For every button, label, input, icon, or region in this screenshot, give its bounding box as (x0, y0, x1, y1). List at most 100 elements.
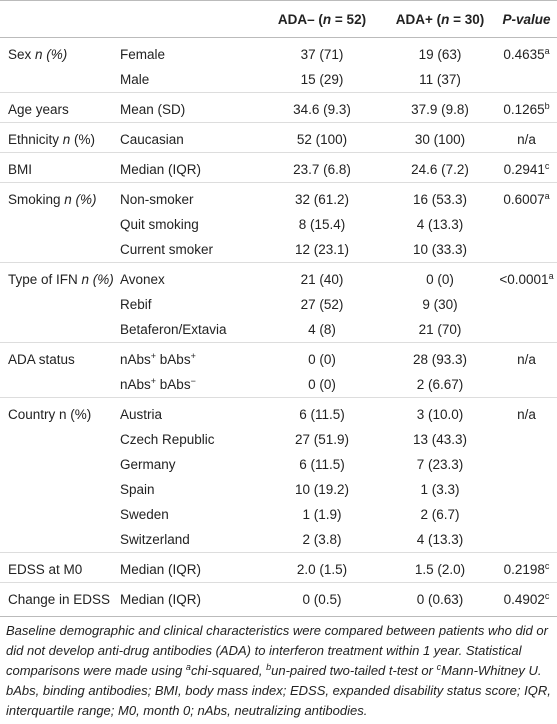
table-cell (0, 237, 120, 263)
table-cell: 23.7 (6.8) (260, 152, 384, 183)
table-cell: 34.6 (9.3) (260, 92, 384, 123)
table-cell: n/a (496, 342, 557, 372)
table-row: Country n (%) Austria 6 (11.5) 3 (10.0) n/a (0, 397, 557, 427)
table-cell: 28 (93.3) (384, 342, 496, 372)
text-run: Type of IFN (8, 272, 82, 287)
table-cell: Smoking n (%) (0, 182, 120, 212)
table-cell: 0 (0) (260, 342, 384, 372)
italic-text: n (%) (35, 47, 68, 62)
column-header: P-value (496, 0, 557, 38)
superscript: b (266, 662, 272, 672)
table-row: Betaferon/Extavia 4 (8) 21 (70) (0, 317, 557, 343)
table-cell: 0 (0) (308, 377, 336, 392)
superscript: a (544, 191, 550, 201)
table-cell: 2.0 (1.5) (260, 552, 384, 583)
table-cell: n/a (496, 397, 557, 427)
column-header (120, 0, 260, 38)
italic-text: n (%) (81, 272, 114, 287)
table-cell: Male (120, 72, 150, 87)
superscript: c (544, 591, 550, 601)
table-cell: Quit smoking (120, 217, 199, 232)
table-cell: 6 (11.5) (260, 397, 384, 427)
table-cell (0, 502, 120, 527)
table-cell: 11 (37) (419, 72, 461, 87)
table-row: Quit smoking 8 (15.4) 4 (13.3) (0, 212, 557, 237)
table-cell: 27 (51.9) (294, 432, 350, 447)
text-run: nAbs (120, 377, 151, 392)
table-cell (0, 427, 120, 452)
text-run: ADA+ ( (395, 11, 442, 27)
table-cell: Country n (%) (0, 397, 120, 427)
table-row: Type of IFN n (%) Avonex 21 (40) 0 (0) <0.00… (0, 262, 557, 292)
table-cell: 0 (0.63) (384, 582, 496, 612)
table-cell: Non-smoker (120, 182, 260, 212)
column-header: ADA+ (n = 30) (384, 0, 496, 38)
text-run: Baseline demographic and clinical charac… (6, 623, 548, 678)
table-cell: Change in EDSS (0, 582, 120, 612)
italic-text: n (%) (64, 192, 97, 207)
table-cell (496, 452, 557, 477)
table-cell: 2 (6.7) (420, 507, 460, 522)
table-cell: 2 (3.8) (302, 532, 342, 547)
table-cell: 4 (13.3) (416, 532, 464, 547)
table-cell: 21 (70) (418, 322, 462, 337)
text-run: chi-squared, (190, 663, 267, 678)
table-cell: Germany (120, 457, 176, 472)
table-cell: Switzerland (120, 532, 190, 547)
superscript: c (544, 561, 550, 571)
table-cell (496, 67, 557, 93)
footnote: Baseline demographic and clinical charac… (0, 616, 557, 721)
table-cell: 0.4902c (496, 582, 557, 612)
text-run: 0.4635 (503, 47, 545, 62)
text-run: 0.6007 (503, 192, 545, 207)
superscript: + (150, 351, 157, 361)
italic-text: P (502, 11, 512, 27)
table-row: Czech Republic 27 (51.9) 13 (43.3) (0, 427, 557, 452)
table-body: Sex n (%) Female 37 (71) 19 (63) 0.4635a Male… (0, 38, 557, 612)
superscript: + (150, 376, 157, 386)
text-run: (%) (70, 132, 96, 147)
table-cell: 6 (11.5) (299, 457, 345, 472)
table-cell (0, 67, 120, 93)
italic-text: n (322, 11, 332, 27)
table-cell: Ethnicity n (%) (0, 122, 120, 153)
table-cell: 0.2941c (496, 152, 557, 183)
table-cell: 15 (29) (300, 72, 344, 87)
table-row: EDSS at M0 Median (IQR) 2.0 (1.5) 1.5 (2.0)… (0, 552, 557, 583)
table-cell (0, 527, 120, 553)
text-run: <0.0001 (499, 272, 549, 287)
text-run: Mann-Whitney U. bAbs, binding antibodies… (6, 663, 551, 718)
superscript: + (190, 351, 196, 361)
table-cell: Avonex (120, 262, 260, 292)
text-run: Ethnicity (8, 132, 63, 147)
table-row: Switzerland 2 (3.8) 4 (13.3) (0, 527, 557, 553)
table-cell (496, 502, 557, 527)
text-run: bAbs (156, 352, 191, 367)
table-cell (0, 452, 120, 477)
table-row: Current smoker 12 (23.1) 10 (33.3) (0, 237, 557, 263)
table-cell: 0 (0.5) (260, 582, 384, 612)
text-run: = 52) (331, 11, 367, 27)
table-cell: 1.5 (2.0) (384, 552, 496, 583)
text-run: Sex (8, 47, 36, 62)
text-run: bAbs (156, 377, 191, 392)
table-cell: Age years (0, 92, 120, 123)
table-row: Sex n (%) Female 37 (71) 19 (63) 0.4635a (0, 38, 557, 68)
table-cell (0, 212, 120, 237)
table-cell: <0.0001a (496, 262, 557, 292)
superscript: a (548, 271, 554, 281)
table-cell: 37 (71) (300, 47, 344, 62)
table-row: Ethnicity n (%) Caucasian 52 (100) 30 (100)… (0, 122, 557, 153)
table-row: BMI Median (IQR) 23.7 (6.8) 24.6 (7.2) 0.294… (0, 152, 557, 183)
table-row: nAbs+ bAbs− 0 (0) 2 (6.67) (0, 372, 557, 398)
italic-text: n (441, 11, 450, 27)
text-run: Smoking (8, 192, 65, 207)
column-header (0, 0, 120, 38)
table-cell: 10 (33.3) (412, 242, 468, 257)
table-row: ADA status nAbs+ bAbs+ 0 (0) 28 (93.3) n/a (0, 342, 557, 372)
table-cell: 0.2198c (496, 552, 557, 583)
table-cell: Median (IQR) (120, 552, 260, 583)
table-cell: 0 (0) (384, 262, 496, 292)
